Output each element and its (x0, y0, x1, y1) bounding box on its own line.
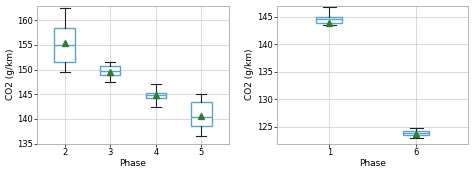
Y-axis label: CO2 (g/km): CO2 (g/km) (6, 49, 15, 100)
PathPatch shape (100, 66, 120, 74)
PathPatch shape (316, 17, 342, 23)
PathPatch shape (403, 131, 429, 135)
X-axis label: Phase: Phase (119, 159, 146, 168)
Y-axis label: CO2 (g/km): CO2 (g/km) (246, 49, 255, 100)
PathPatch shape (191, 102, 211, 126)
X-axis label: Phase: Phase (359, 159, 386, 168)
PathPatch shape (55, 28, 75, 62)
PathPatch shape (146, 93, 166, 98)
